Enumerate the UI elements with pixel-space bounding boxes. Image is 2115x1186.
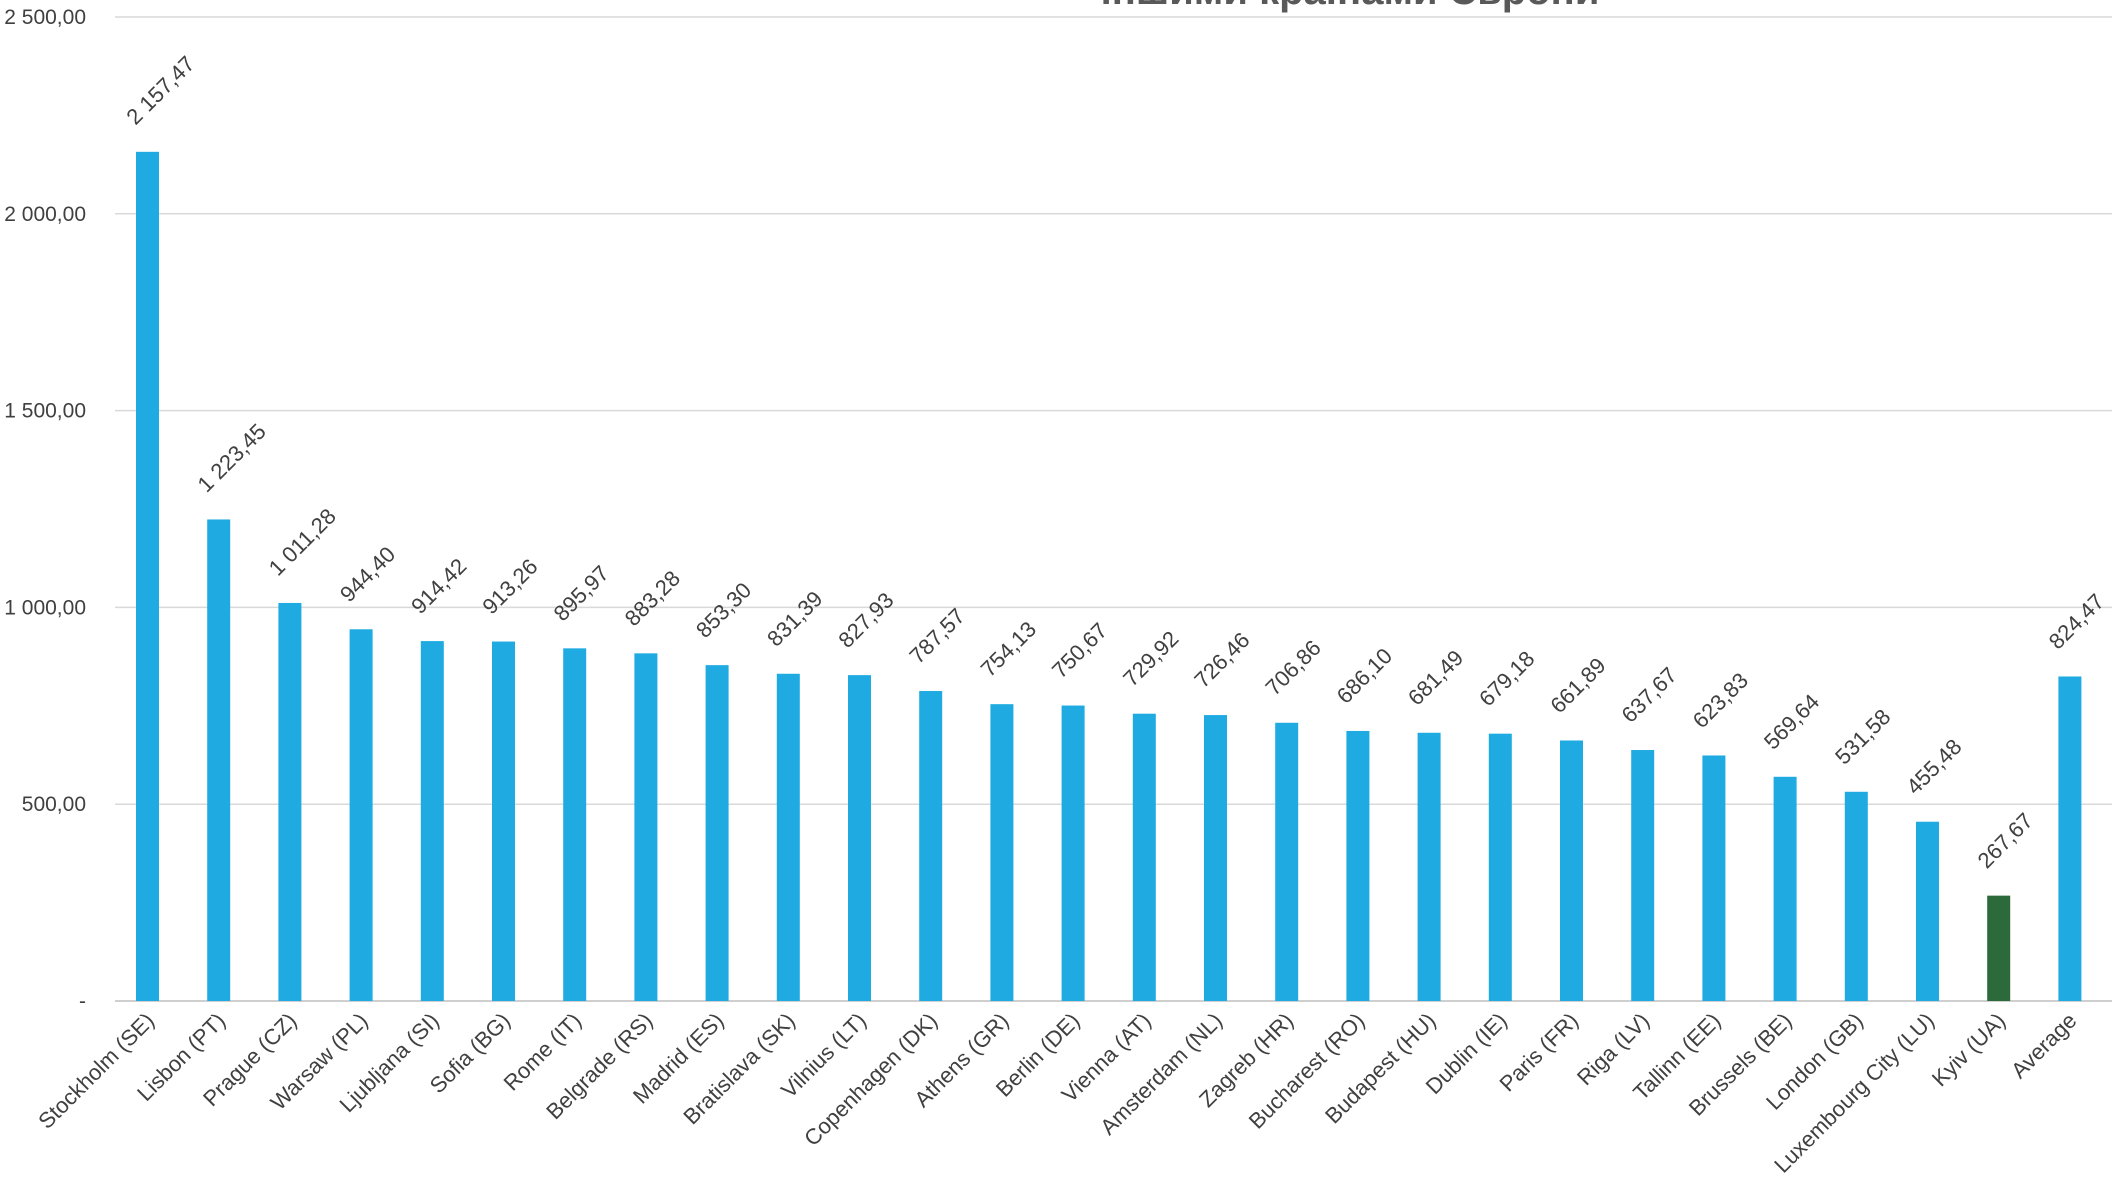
- data-label: 787,57: [905, 603, 970, 668]
- y-tick-label: 1 000,00: [4, 596, 86, 619]
- data-label: 914,42: [406, 553, 471, 618]
- bar: [2058, 676, 2082, 1001]
- bar: [136, 151, 159, 1001]
- y-tick-label: 1 500,00: [4, 400, 86, 423]
- x-category-label: Amsterdam (NL): [1095, 1008, 1227, 1140]
- bar: [634, 653, 658, 1001]
- data-label: 455,48: [1901, 734, 1966, 799]
- data-label: 944,40: [335, 542, 400, 607]
- data-label: 686,10: [1332, 643, 1397, 708]
- bar: [420, 641, 444, 1001]
- data-label: 824,47: [2044, 589, 2109, 654]
- bar: [492, 641, 515, 1001]
- data-label: 661,89: [1545, 653, 1610, 718]
- bar: [1132, 713, 1156, 1001]
- bar: [349, 629, 373, 1001]
- data-label: 706,86: [1261, 635, 1326, 700]
- bar: [1844, 791, 1868, 1001]
- y-tick-label: 500,00: [22, 793, 86, 816]
- data-label: 831,39: [762, 586, 827, 651]
- data-label: 853,30: [691, 577, 756, 642]
- data-label: 2 157,47: [121, 51, 199, 129]
- bar: [1773, 776, 1797, 1001]
- data-label: 679,18: [1474, 646, 1539, 711]
- bars: [136, 151, 2082, 1001]
- data-label: 883,28: [620, 566, 685, 631]
- bar: [563, 648, 587, 1001]
- bar: [705, 665, 729, 1001]
- bar: [848, 675, 871, 1001]
- y-tick-label: -: [79, 990, 86, 1013]
- data-label: 895,97: [549, 561, 614, 626]
- chart-title: іншими країнами Європи: [1101, 0, 1600, 13]
- data-label: 681,49: [1403, 645, 1468, 710]
- data-label: 531,58: [1830, 704, 1895, 769]
- x-category-label: Paris (FR): [1494, 1008, 1583, 1097]
- bar: [1061, 705, 1085, 1001]
- data-label: 569,64: [1759, 689, 1824, 754]
- bar: [1702, 755, 1726, 1001]
- data-label: 1 223,45: [193, 419, 271, 497]
- bar: [1560, 740, 1583, 1001]
- y-tick-label: 2 000,00: [4, 203, 86, 226]
- bar: [990, 704, 1014, 1001]
- data-label: 729,92: [1118, 626, 1183, 691]
- data-label: 726,46: [1189, 627, 1254, 692]
- x-category-label: Average: [2006, 1008, 2081, 1083]
- data-label: 267,67: [1973, 808, 2038, 873]
- data-label: 754,13: [976, 616, 1041, 681]
- data-label: 827,93: [833, 587, 898, 652]
- data-label: 637,67: [1617, 662, 1682, 727]
- bar: [278, 602, 302, 1001]
- bar: [1417, 732, 1441, 1001]
- data-label: 750,67: [1047, 618, 1112, 683]
- bar: [1275, 722, 1299, 1001]
- bar: [1916, 821, 1939, 1001]
- y-axis-ticks: - 500,00 1 000,00 1 500,00 2 000,00 2 500,00: [4, 6, 86, 1013]
- bar: [776, 673, 800, 1001]
- bar: [1346, 730, 1370, 1001]
- gridlines: [115, 16, 2112, 1002]
- x-category-label: Copenhagen (DK): [799, 1008, 942, 1151]
- x-category-label: Kyiv (UA): [1927, 1008, 2010, 1091]
- bar: [919, 691, 943, 1001]
- x-axis-categories: Stockholm (SE)Lisbon (PT)Prague (CZ)Wars…: [33, 1008, 2081, 1178]
- data-label: 1 011,28: [264, 503, 341, 580]
- x-category-label: Stockholm (SE): [33, 1008, 159, 1134]
- y-tick-label: 2 500,00: [4, 6, 86, 29]
- data-label: 913,26: [477, 554, 542, 619]
- bar: [1204, 715, 1227, 1001]
- bar: [1987, 895, 2011, 1001]
- bar: [1488, 733, 1512, 1001]
- bar: [1631, 750, 1655, 1001]
- bar: [207, 519, 231, 1001]
- data-label: 623,83: [1688, 668, 1753, 733]
